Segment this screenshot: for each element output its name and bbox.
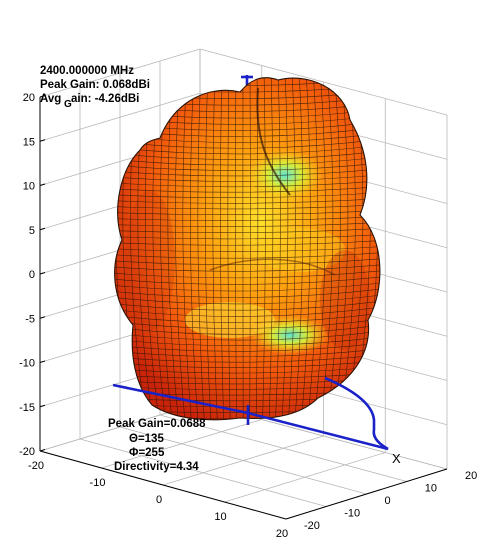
directivity-info: Directivity=4.34	[114, 461, 199, 473]
z-tick-label-3: 5	[29, 225, 35, 237]
pattern-shading	[125, 87, 370, 355]
z-tick-label-0: 20	[23, 92, 35, 104]
avg-gain-label-subscript: G	[64, 99, 72, 110]
x-tick-label-1: 10	[425, 483, 437, 495]
pattern-outline	[114, 77, 381, 421]
peak-phi-info: Φ=255	[129, 447, 165, 459]
z-tick-mark-5	[39, 316, 46, 319]
x-axis-line	[285, 468, 448, 520]
blue-coordinate-axes-front	[112, 376, 389, 451]
peak-gain-info: Peak Gain=0.0688	[108, 418, 206, 430]
z-tick-label-4: 0	[29, 269, 35, 281]
z-tick-label-6: -10	[19, 358, 35, 370]
avg-gain-label-part1: Avg	[40, 93, 61, 105]
z-tick-label-1: 15	[23, 136, 35, 148]
peak-theta-info: Θ=135	[129, 433, 164, 445]
floor-grid-a-3	[224, 452, 386, 503]
x-axis-letter: X	[392, 451, 401, 466]
yellow-highlight-center	[255, 228, 345, 272]
x-tick-label-0: 20	[465, 470, 477, 482]
z-tick-label-2: 10	[23, 181, 35, 193]
x-tick-label-3: -10	[344, 508, 360, 520]
blue-arc	[324, 376, 389, 451]
y-axis-line	[39, 450, 287, 520]
z-tick-mark-1	[39, 139, 46, 142]
frequency-label: 2400.000000 MHz	[40, 65, 134, 77]
yellow-highlight-mid	[185, 302, 275, 338]
y-axis-ticks: -20 -10 0 10 20	[28, 460, 288, 540]
radiation-pattern-surface	[114, 77, 381, 421]
avg-gain-label-part2: ain: -4.26dBi	[71, 93, 139, 105]
z-tick-mark-7	[39, 404, 46, 408]
z-tick-mark-8	[39, 449, 46, 452]
y-tick-label-2: 0	[156, 494, 162, 506]
y-tick-label-1: -10	[90, 477, 106, 489]
z-tick-mark-4	[39, 272, 46, 275]
shadow-left	[125, 190, 175, 330]
floor-grid-b-2	[119, 426, 367, 495]
z-tick-label-7: -15	[19, 402, 35, 414]
floor-grid-b-3	[159, 414, 407, 482]
z-tick-mark-6	[39, 360, 46, 363]
z-tick-label-5: -5	[25, 313, 35, 325]
z-tick-mark-3	[39, 227, 46, 231]
y-tick-label-0: -20	[28, 460, 44, 472]
axes-box	[39, 95, 448, 520]
z-tick-label-8: -20	[19, 446, 35, 458]
z-tick-mark-0	[39, 95, 46, 98]
z-axis-ticks: 20 15 10 5 0 -5 -10 -15 -20	[19, 92, 35, 458]
y-tick-label-4: 20	[276, 528, 288, 540]
z-tick-mark-2	[39, 183, 46, 186]
x-tick-label-4: -20	[304, 520, 320, 532]
y-tick-label-3: 10	[214, 511, 226, 523]
x-axis-ticks: 20 10 0 -10 -20	[304, 470, 477, 532]
x-tick-label-2: 0	[385, 495, 391, 507]
peak-gain-label: Peak Gain: 0.068dBi	[40, 79, 150, 91]
